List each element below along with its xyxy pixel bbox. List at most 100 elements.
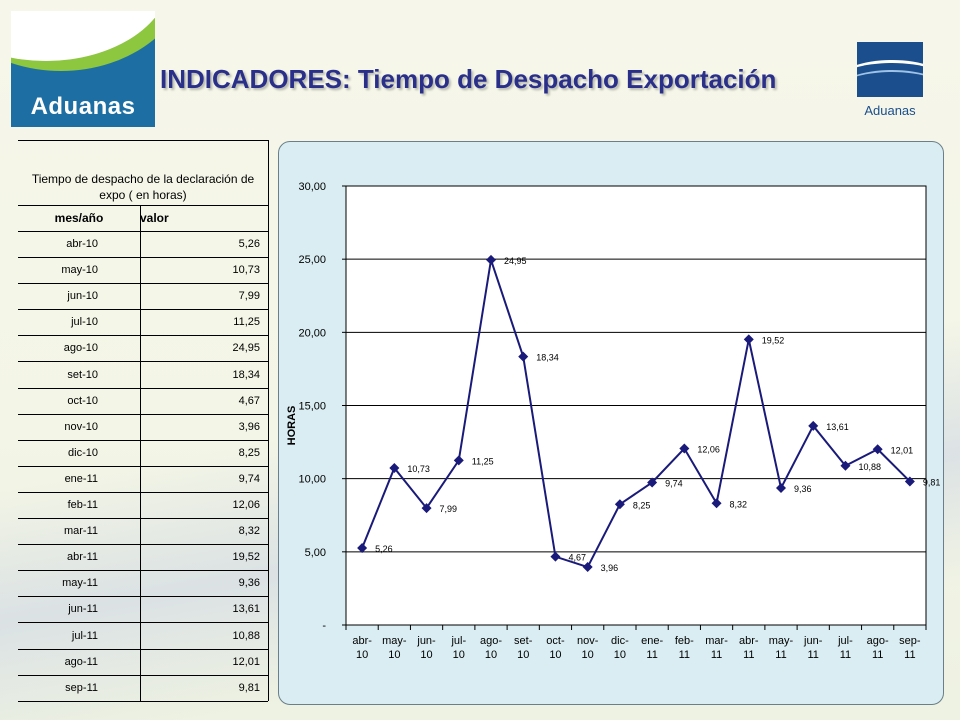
x-tick-label-line2: 10 (549, 649, 561, 661)
data-label: 12,01 (891, 445, 914, 455)
x-tick-label-line1: may- (769, 635, 794, 647)
data-point-marker (518, 351, 529, 362)
x-tick-label-line2: 10 (485, 649, 497, 661)
table-cell-value: 8,25 (238, 446, 260, 459)
data-label: 19,52 (762, 335, 785, 345)
table-cell-value: 3,96 (238, 420, 260, 433)
y-tick-label: 15,00 (298, 401, 326, 413)
table-row: ago-10 24,95 (18, 335, 268, 363)
table-row: ene-11 9,74 (18, 466, 268, 493)
data-point-marker (582, 562, 593, 573)
table-cell-month: ago-10 (63, 342, 98, 355)
data-point-marker (711, 498, 722, 509)
x-tick-label-line1: may- (382, 635, 407, 647)
x-tick-label-line1: oct- (546, 635, 565, 647)
data-point-marker (840, 460, 851, 471)
table-row: jul-10 11,25 (18, 309, 268, 337)
logo-right-text: Aduanas (864, 103, 916, 118)
data-point-marker (389, 462, 400, 473)
x-tick-label-line1: feb- (675, 635, 694, 647)
table-row: abr-11 19,52 (18, 544, 268, 572)
table-cell-month: nov-10 (64, 420, 98, 433)
table-cell-value: 10,73 (232, 264, 260, 277)
data-point-marker (904, 476, 915, 487)
table-divider (140, 205, 141, 701)
x-tick-label-line1: abr- (739, 635, 759, 647)
aduanas-logo-right: Aduanas (850, 42, 930, 122)
table-cell-value: 9,74 (238, 472, 260, 485)
x-tick-label-line1: jul- (450, 635, 466, 647)
table-heading: Tiempo de despacho de la declaración de … (18, 141, 268, 206)
table-cell-month: feb-11 (67, 499, 98, 511)
x-tick-label-line1: set- (514, 635, 533, 647)
table-row: sep-11 9,81 (18, 675, 268, 702)
x-tick-label-line2: 11 (872, 649, 883, 661)
table-row: mar-11 8,32 (18, 518, 268, 546)
y-tick-label: 10,00 (298, 474, 326, 486)
x-tick-label-line2: 11 (808, 649, 819, 661)
table-cell-value: 19,52 (232, 551, 260, 564)
table-cell-value: 7,99 (238, 290, 260, 303)
table-cell-month: abr-11 (67, 551, 98, 564)
logo-left-text: Aduanas (30, 93, 136, 120)
data-label: 9,74 (665, 478, 683, 488)
data-label: 9,81 (923, 477, 941, 487)
x-tick-label-line2: 10 (453, 649, 465, 661)
x-tick-label-line1: abr- (352, 635, 372, 647)
data-label: 11,25 (472, 456, 494, 466)
data-label: 8,32 (730, 499, 748, 509)
column-header-value: valor (140, 205, 268, 232)
aduanas-logo-left: Aduanas (11, 11, 155, 127)
table-cell-value: 11,25 (233, 316, 260, 329)
table-row: may-11 9,36 (18, 570, 268, 598)
x-tick-label-line2: 11 (711, 649, 722, 661)
x-tick-label-line1: ago- (480, 635, 502, 647)
table-cell-value: 12,01 (232, 655, 260, 668)
series-line (361, 259, 911, 569)
data-point-marker (486, 254, 496, 265)
table-cell-month: jun-10 (67, 290, 98, 303)
table-cell-month: ago-11 (64, 655, 98, 668)
data-point-marker (872, 444, 883, 455)
table-row: jul-11 10,88 (18, 623, 268, 650)
table-cell-value: 9,81 (238, 681, 260, 694)
data-label: 24,95 (504, 256, 527, 266)
table-row: nov-10 3,96 (18, 414, 268, 441)
y-tick-label: 30,00 (298, 181, 326, 193)
table-cell-value: 10,88 (232, 629, 260, 642)
table-cell-month: jul-11 (71, 629, 98, 642)
x-tick-label-line2: 10 (420, 649, 432, 661)
data-point-marker (421, 503, 432, 514)
table-row: may-10 10,73 (18, 257, 268, 285)
table-cell-month: ene-11 (64, 472, 98, 485)
y-tick-label: 25,00 (298, 254, 326, 266)
table-cell-value: 13,61 (232, 603, 260, 616)
x-tick-label-line1: jul- (837, 635, 853, 647)
data-label: 12,06 (697, 445, 720, 455)
data-point-marker (357, 543, 368, 554)
table-cell-month: abr-10 (66, 238, 98, 250)
table-cell-month: may-11 (62, 577, 98, 590)
data-point-marker (743, 334, 754, 345)
page-title: INDICADORES: Tiempo de Despacho Exportac… (160, 64, 777, 94)
x-tick-label-line1: ene- (641, 635, 663, 647)
y-tick-label: 20,00 (298, 327, 326, 339)
x-tick-label-line2: 10 (582, 649, 594, 661)
data-label: 7,99 (440, 504, 458, 514)
data-point-marker (550, 551, 561, 562)
data-point-marker (808, 420, 819, 431)
x-tick-label-line2: 11 (743, 649, 754, 661)
data-table: Tiempo de despacho de la declaración de … (18, 140, 269, 702)
y-axis-label: HORAS (286, 406, 298, 446)
data-label: 3,96 (601, 563, 619, 573)
table-row: set-10 18,34 (18, 362, 268, 389)
table-cell-value: 8,32 (238, 525, 260, 538)
table-cell-value: 18,34 (232, 368, 260, 381)
x-tick-label-line1: ago- (867, 635, 889, 647)
x-tick-label-line2: 10 (388, 649, 400, 661)
data-label: 18,34 (536, 353, 559, 363)
table-row: ago-11 12,01 (18, 649, 268, 676)
table-cell-month: mar-11 (63, 525, 98, 538)
data-point-marker (776, 483, 786, 494)
